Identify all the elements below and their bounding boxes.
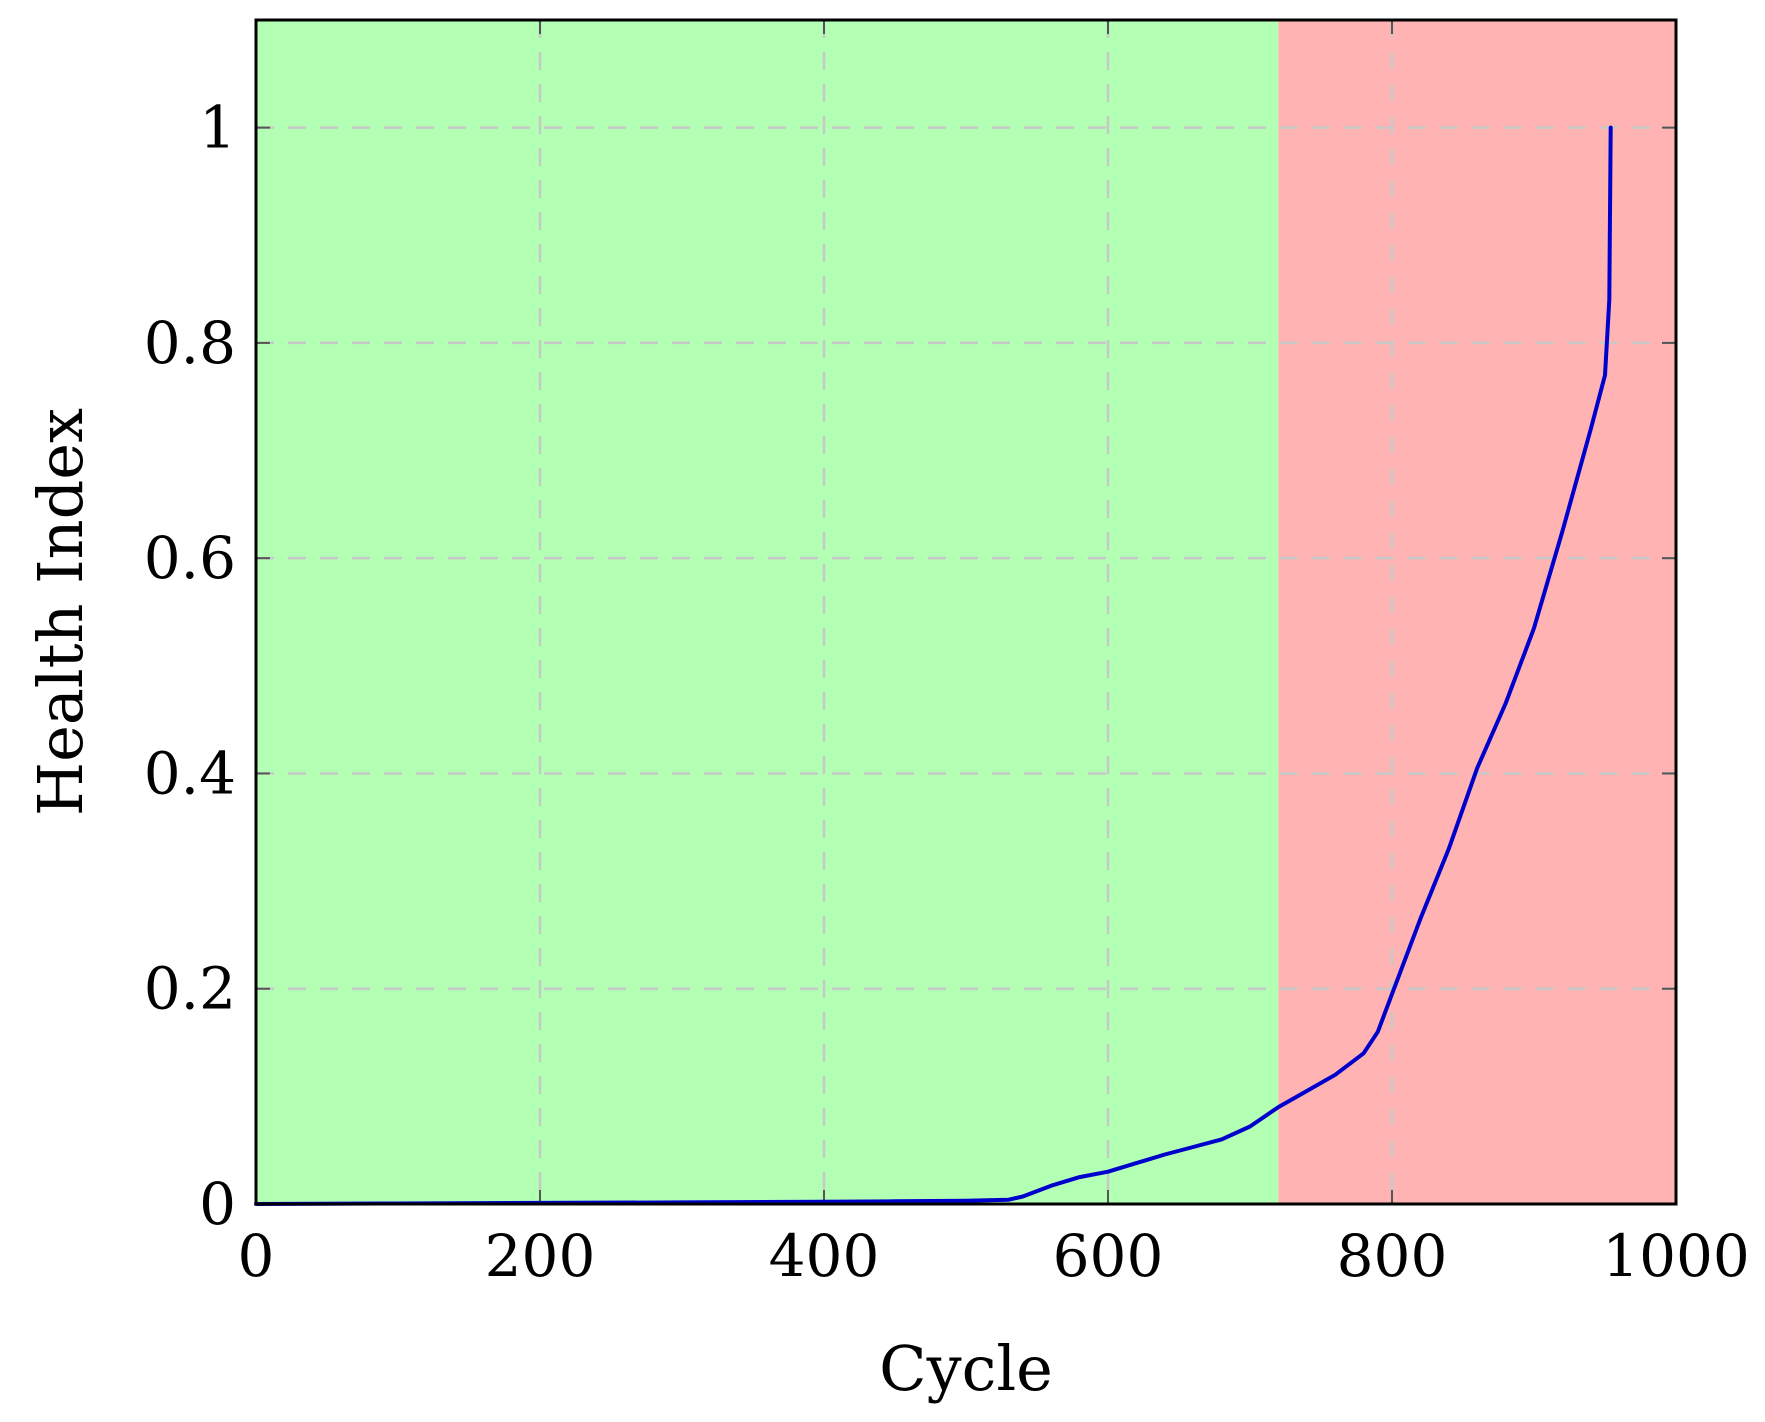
x-tick-label-5: 1000 [1602, 1222, 1750, 1290]
y-tick-label-2: 0.4 [144, 739, 236, 807]
background-regions [256, 20, 1676, 1204]
y-tick-label-4: 0.8 [144, 309, 236, 377]
region-1 [1278, 20, 1676, 1204]
grid-lines [256, 20, 1676, 1204]
y-tick-label-0: 0 [199, 1170, 236, 1238]
series-layer [254, 125, 1613, 1206]
x-tick-label-1: 200 [485, 1222, 596, 1290]
y-axis-label: Health Index [24, 408, 97, 816]
x-tick-labels: 0 200 400 600 800 1000 [238, 1222, 1750, 1290]
x-tick-label-4: 800 [1337, 1222, 1448, 1290]
x-tick-label-3: 600 [1053, 1222, 1164, 1290]
y-tick-labels: 0 0.2 0.4 0.6 0.8 1 [144, 94, 236, 1238]
region-0 [256, 20, 1279, 1204]
x-tick-label-0: 0 [238, 1222, 275, 1290]
y-tick-label-1: 0.2 [144, 955, 236, 1023]
y-tick-label-5: 1 [199, 94, 236, 162]
x-axis-label: Cycle [879, 1332, 1053, 1405]
y-tick-label-3: 0.6 [144, 524, 236, 592]
series-line-0 [254, 125, 1613, 1206]
x-tick-label-2: 400 [769, 1222, 880, 1290]
plot-frame [254, 18, 1678, 1206]
